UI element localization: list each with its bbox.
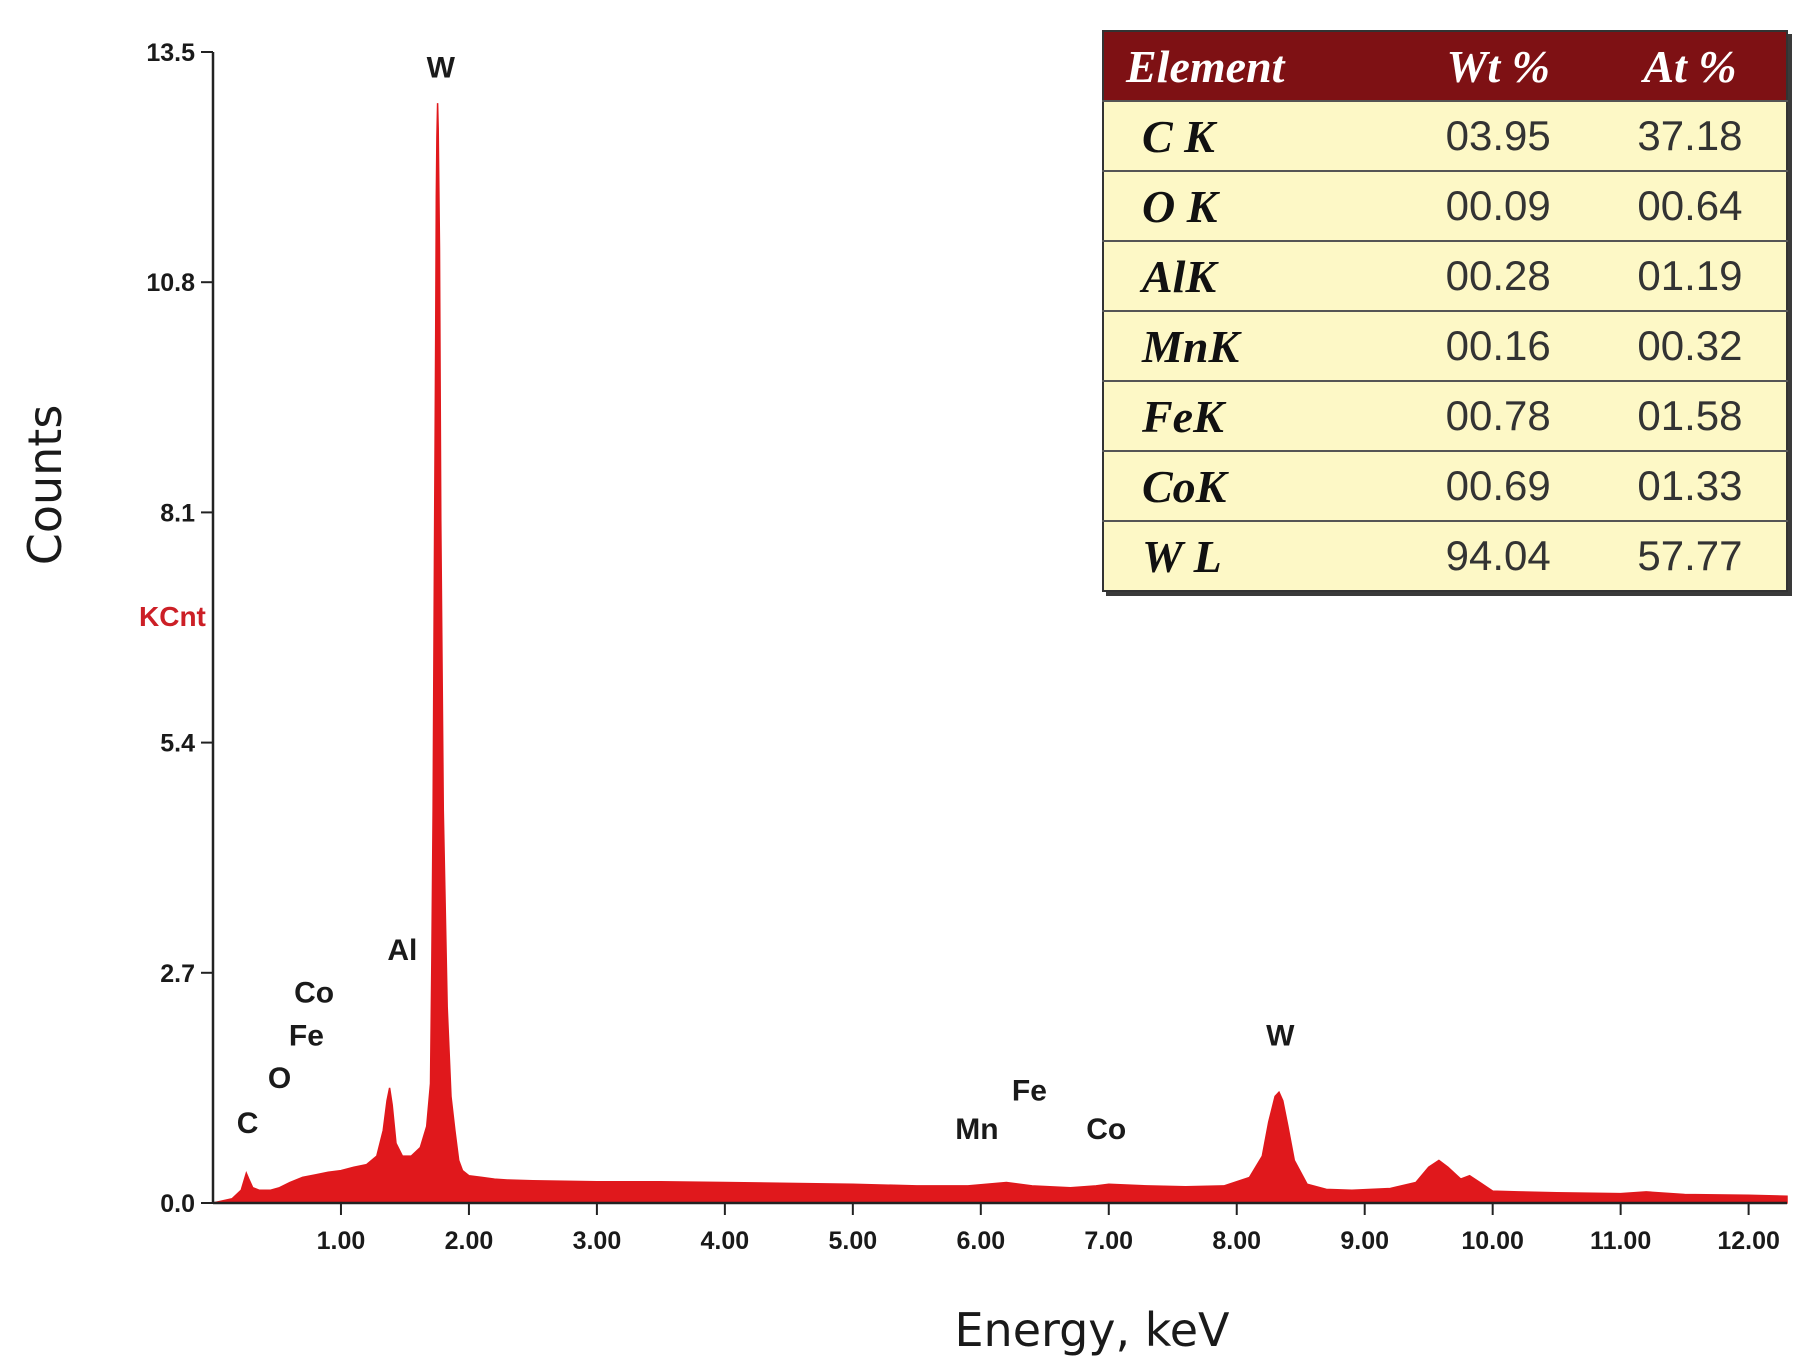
- at-percent-cell: 00.32: [1593, 310, 1787, 381]
- at-percent-cell: 37.18: [1593, 100, 1787, 171]
- at-percent-cell: 57.77: [1593, 520, 1787, 591]
- wt-percent-cell: 00.78: [1402, 380, 1594, 451]
- peak-label: Mn: [955, 1113, 998, 1146]
- x-tick-group: 1.00 2.00 3.00 4.00 5.00 6.00 7.00 8.00 9.00 10.0…: [317, 1203, 1780, 1255]
- x-tick-label: 4.00: [701, 1227, 750, 1255]
- header-element: Element: [1103, 31, 1403, 101]
- y-tick-label: 0.0: [160, 1190, 195, 1218]
- peak-label: W: [427, 52, 456, 85]
- table-row: FeK 00.78 01.58: [1103, 380, 1787, 451]
- peak-label: C: [237, 1107, 259, 1140]
- table-row: CoK 00.69 01.33: [1103, 450, 1787, 521]
- table-row: MnK 00.16 00.32: [1103, 310, 1787, 381]
- header-wt-percent: Wt %: [1402, 31, 1594, 101]
- spectrum-area: [212, 103, 1788, 1204]
- table-header-row: Element Wt % At %: [1103, 31, 1787, 101]
- x-axis-label: Energy, keV: [954, 1303, 1230, 1357]
- x-tick-label: 6.00: [956, 1227, 1005, 1255]
- wt-percent-cell: 00.69: [1402, 450, 1594, 521]
- element-composition-table: Element Wt % At % C K 03.95 37.18 O K 00.09 0…: [1102, 30, 1788, 592]
- x-tick-label: 5.00: [829, 1227, 878, 1255]
- y-tick-label: 13.5: [146, 39, 195, 67]
- peak-label: Fe: [1012, 1075, 1047, 1108]
- x-tick-label: 7.00: [1084, 1227, 1133, 1255]
- table-row: O K 00.09 00.64: [1103, 170, 1787, 241]
- at-percent-cell: 01.58: [1593, 380, 1787, 451]
- element-cell: AlK: [1103, 240, 1403, 311]
- element-cell: O K: [1103, 170, 1403, 241]
- wt-percent-cell: 03.95: [1402, 100, 1594, 171]
- header-at-percent: At %: [1593, 31, 1787, 101]
- element-cell: MnK: [1103, 310, 1403, 381]
- y-tick-label: 10.8: [146, 269, 195, 297]
- x-tick-label: 2.00: [445, 1227, 494, 1255]
- peak-label: Fe: [289, 1019, 324, 1052]
- x-tick-label: 11.00: [1590, 1227, 1651, 1255]
- table-row: AlK 00.28 01.19: [1103, 240, 1787, 311]
- element-cell: CoK: [1103, 450, 1403, 521]
- wt-percent-cell: 00.09: [1402, 170, 1594, 241]
- peak-label: Co: [1086, 1113, 1126, 1146]
- peak-label: Al: [387, 934, 417, 967]
- at-percent-cell: 01.33: [1593, 450, 1787, 521]
- peak-label: W: [1266, 1019, 1295, 1052]
- element-cell: C K: [1103, 100, 1403, 171]
- spectrum-layer: [212, 103, 1788, 1204]
- x-tick-label: 8.00: [1212, 1227, 1261, 1255]
- table-body: C K 03.95 37.18 O K 00.09 00.64 AlK 00.28 01.19 M…: [1103, 100, 1787, 591]
- y-axis-label: Counts: [18, 405, 72, 566]
- wt-percent-cell: 00.16: [1402, 310, 1594, 381]
- x-tick-label: 3.00: [573, 1227, 622, 1255]
- wt-percent-cell: 00.28: [1402, 240, 1594, 311]
- y-tick-label: 8.1: [160, 499, 195, 527]
- peak-label-group: W Al Co Fe OC Mn Fe Co W: [237, 52, 1295, 1146]
- y-tick-label: 2.7: [160, 960, 195, 988]
- x-tick-label: 10.00: [1461, 1227, 1524, 1255]
- y-tick-group: 0.0 2.7 5.4 8.1 10.8 13.5: [146, 39, 213, 1218]
- table-row: C K 03.95 37.18: [1103, 100, 1787, 171]
- wt-percent-cell: 94.04: [1402, 520, 1594, 591]
- x-tick-label: 9.00: [1340, 1227, 1389, 1255]
- at-percent-cell: 01.19: [1593, 240, 1787, 311]
- x-tick-label: 12.00: [1717, 1227, 1780, 1255]
- y-unit-label: KCnt: [139, 601, 206, 632]
- element-cell: FeK: [1103, 380, 1403, 451]
- y-tick-label: 5.4: [160, 730, 195, 758]
- table-row: W L 94.04 57.77: [1103, 520, 1787, 591]
- element-cell: W L: [1103, 520, 1403, 591]
- peak-label: Co: [294, 977, 334, 1010]
- at-percent-cell: 00.64: [1593, 170, 1787, 241]
- x-tick-label: 1.00: [317, 1227, 366, 1255]
- peak-label: O: [268, 1062, 291, 1095]
